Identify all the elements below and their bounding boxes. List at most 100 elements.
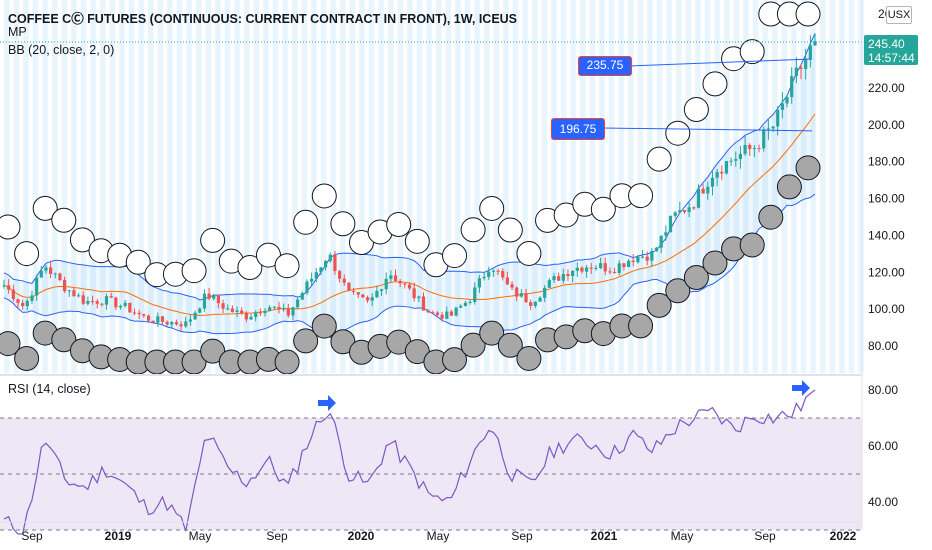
candle-body [552,276,556,281]
candle-body [813,41,817,46]
rsi-pane [3,389,816,535]
candle-body [701,188,705,194]
candle-body [365,297,370,301]
candle-body [445,311,449,319]
candle-body [142,314,146,316]
bg-stripe [762,0,768,373]
bg-stripe [599,0,605,373]
bg-stripe [301,0,308,373]
price-tick-label: 140.00 [868,228,905,242]
bg-stripe [4,0,10,373]
bg-stripe [119,0,125,373]
candle-body [347,282,351,291]
bg-stripe [407,0,413,373]
bg-stripe [61,0,68,373]
candle-body [510,284,514,288]
bg-stripe [359,0,365,373]
candle-body [459,305,463,308]
candle-body [566,274,570,276]
bg-stripe [503,0,509,373]
bg-stripe [224,0,231,373]
rsi-background-band [0,417,862,531]
bg-stripe [436,0,442,373]
candle-body [589,267,593,269]
candle-body [417,296,421,299]
currency-button[interactable]: USX [886,6,912,24]
bg-stripe [378,0,384,373]
top-circle-marker [553,202,579,228]
candle-body [179,324,183,327]
candle-body [519,293,523,297]
time-tick-label: May [671,529,694,543]
candle-body [384,278,388,290]
indicator-mp-label: MP [8,25,27,39]
bg-stripe [474,0,480,373]
horizontal-levels[interactable] [0,41,862,132]
last-price-badge: 245.40 14:57:44 [864,35,918,65]
time-tick-label: Sep [754,529,776,543]
top-circle-marker [683,97,709,123]
top-circle-marker [255,242,281,268]
candle-body [165,321,169,325]
candle-body [421,296,426,311]
bg-stripe [772,0,778,373]
candle-body [337,271,342,279]
candle-body [11,289,15,300]
candle-body [482,276,486,279]
candle-body [198,308,202,313]
candle-body [426,310,430,313]
bg-stripe [541,0,548,373]
bg-stripe [148,0,154,373]
candle-body [58,273,62,281]
candle-body [72,290,76,297]
price-tick-label: 80.00 [868,339,898,353]
bg-stripe [368,0,375,373]
top-circle-marker [0,214,21,240]
candle-body [333,254,337,272]
time-tick-label: 2022 [830,529,857,543]
candle-body [212,295,216,299]
bg-stripe [493,0,500,373]
candle-body [379,289,384,291]
bg-stripe [42,0,48,373]
bg-stripe [282,0,288,373]
bg-stripe [167,0,173,373]
candle-body [16,299,20,303]
top-circle-marker [51,207,77,233]
top-circle-marker [14,241,40,267]
candle-body [664,232,668,236]
top-circle-marker [497,217,523,243]
candle-body [673,212,677,216]
top-circle-marker [237,255,263,281]
candle-body [2,285,6,287]
candle-body [557,276,561,281]
bottom-circle-marker [0,331,21,357]
candle-body [258,312,262,314]
candle-body [631,260,635,263]
annotation-arrows [318,380,810,411]
bg-stripe [186,0,192,373]
bg-stripe [848,0,855,373]
candle-body [571,270,575,276]
bg-stripe [464,0,471,373]
candle-body [794,67,798,77]
level-label-low[interactable]: 196.75 [551,118,605,140]
candle-body [440,314,444,319]
candle-body [62,280,67,292]
candle-body [361,294,365,298]
candle-body [603,263,607,272]
bg-stripe [820,0,826,373]
candle-body [729,160,733,162]
level-label-high[interactable]: 235.75 [578,56,632,76]
bottom-circle-marker [460,332,486,358]
bg-stripe [570,0,576,373]
bg-stripe [311,0,317,373]
candle-body [291,307,295,316]
candle-body [454,307,458,316]
candle-body [575,267,579,271]
bg-stripe [589,0,596,373]
bottom-circle-marker [479,320,505,346]
candle-body [659,235,663,248]
bg-stripe [90,0,96,373]
